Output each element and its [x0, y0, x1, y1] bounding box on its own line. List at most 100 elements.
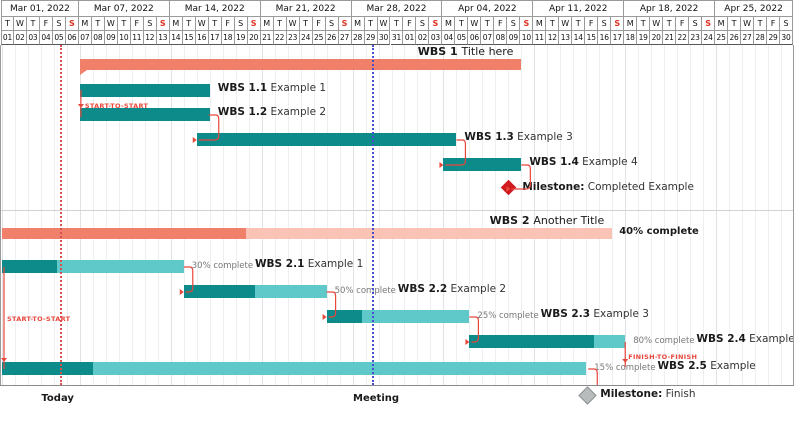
- gridline: [729, 45, 731, 385]
- relation-path-fs-7: [588, 368, 598, 385]
- day-of-week-cell: S: [689, 17, 703, 31]
- day-number-cell: 19: [234, 31, 248, 45]
- percent-complete-label: 25% complete: [477, 311, 539, 321]
- gridline: [300, 45, 302, 385]
- gantt-plot-area[interactable]: WBS 1 Title here WBS 1.1 Example 1 WBS 1.2…: [0, 45, 794, 405]
- day-of-week-cell: T: [26, 17, 40, 31]
- gridline: [755, 45, 757, 385]
- relation-arrow-fs-3: [506, 186, 511, 192]
- day-number-cell: 09: [507, 31, 521, 45]
- day-of-week-cell: F: [767, 17, 780, 31]
- day-of-week-cell: T: [572, 17, 586, 31]
- day-of-week-cell: T: [728, 17, 742, 31]
- task-bar[interactable]: [196, 133, 457, 146]
- gridline: [248, 45, 250, 385]
- task-remaining-fill: [594, 335, 626, 348]
- summary-bar[interactable]: [79, 59, 522, 75]
- gridline: [703, 45, 705, 385]
- day-number-cell: 20: [650, 31, 664, 45]
- gridline: [547, 45, 549, 385]
- day-number-cell: 10: [117, 31, 131, 45]
- task-bar[interactable]: [79, 108, 210, 121]
- day-of-week-cell: W: [195, 17, 209, 31]
- task-remaining-fill: [255, 285, 327, 298]
- gridline: [378, 45, 380, 385]
- section-separator: [1, 210, 794, 211]
- day-number-cell: 27: [338, 31, 352, 45]
- gridline: [430, 45, 432, 385]
- gridline: [612, 45, 614, 385]
- task-bar[interactable]: [79, 84, 210, 97]
- day-number-cell: 30: [377, 31, 391, 45]
- gridline: [664, 45, 666, 385]
- summary-bar[interactable]: [2, 228, 613, 239]
- day-of-week-cell: M: [533, 17, 547, 31]
- relation-arrow-fs-2: [439, 162, 444, 168]
- gridline: [638, 45, 640, 385]
- day-number-cell: 01: [403, 31, 417, 45]
- day-of-week-cell: S: [65, 17, 79, 31]
- day-of-week-cell: W: [286, 17, 300, 31]
- day-of-week-cell: S: [52, 17, 66, 31]
- task-progress-fill: [2, 362, 93, 375]
- day-number-cell: 17: [208, 31, 222, 45]
- day-number-cell: 23: [689, 31, 703, 45]
- day-number-cell: 08: [494, 31, 508, 45]
- task-remaining-fill: [92, 362, 587, 375]
- day-of-week-cell: T: [91, 17, 105, 31]
- day-number-cell: 21: [260, 31, 274, 45]
- relation-arrow-fs-1: [192, 137, 197, 143]
- day-of-week-cell: S: [338, 17, 352, 31]
- day-of-week-cell: T: [663, 17, 677, 31]
- day-number-cell: 05: [455, 31, 469, 45]
- gridline: [768, 45, 770, 385]
- day-of-week-cell: W: [13, 17, 27, 31]
- day-number-cell: 03: [429, 31, 443, 45]
- day-number-cell: 01: [1, 31, 14, 45]
- task-label: WBS 2.3 Example 3: [540, 308, 649, 320]
- day-number-cell: 15: [182, 31, 196, 45]
- day-of-week-cell: S: [247, 17, 261, 31]
- day-of-week-cell: F: [403, 17, 417, 31]
- day-of-week-cell: W: [104, 17, 118, 31]
- day-number-cell: 27: [741, 31, 755, 45]
- gridline: [651, 45, 653, 385]
- day-number-cell: 12: [143, 31, 157, 45]
- gridline: [170, 45, 172, 385]
- day-number-cell: 07: [481, 31, 495, 45]
- day-number-cell: 10: [520, 31, 534, 45]
- week-row: Mar 01, 2022 Mar 07, 2022 Mar 14, 2022 Mar …: [0, 0, 794, 17]
- day-of-week-cell: M: [260, 17, 274, 31]
- day-number-cell: 25: [312, 31, 326, 45]
- task-bar[interactable]: [443, 158, 522, 171]
- task-bar[interactable]: [183, 285, 327, 298]
- day-number-cell: 22: [273, 31, 287, 45]
- task-label: WBS 2.5 Example: [657, 360, 756, 372]
- day-of-week-cell: T: [754, 17, 768, 31]
- day-number-cell: 11: [130, 31, 144, 45]
- day-of-week-cell: T: [546, 17, 560, 31]
- week-header-cell: Apr 11, 2022: [533, 0, 625, 17]
- gridline: [417, 45, 419, 385]
- day-of-week-cell: T: [455, 17, 469, 31]
- percent-complete-label: 80% complete: [633, 336, 695, 346]
- day-of-week-cell: M: [442, 17, 456, 31]
- gridline: [53, 45, 55, 385]
- day-number-cell: 13: [156, 31, 170, 45]
- gridline: [677, 45, 679, 385]
- task-label: WBS 2.2 Example 2: [397, 283, 507, 295]
- day-of-week-cell: W: [650, 17, 664, 31]
- task-bar[interactable]: [2, 260, 184, 273]
- task-bar[interactable]: [469, 335, 626, 348]
- relation-arrow-ss-2: [1, 358, 7, 362]
- gridline: [92, 45, 94, 385]
- task-bar[interactable]: [2, 362, 587, 375]
- task-progress-fill: [79, 108, 210, 121]
- task-label: WBS 2 Another Title: [489, 214, 605, 227]
- day-of-week-cell: M: [351, 17, 365, 31]
- day-number-cell: 30: [780, 31, 793, 45]
- gridline: [742, 45, 744, 385]
- gridline: [573, 45, 575, 385]
- gridline: [27, 45, 29, 385]
- gridline: [690, 45, 692, 385]
